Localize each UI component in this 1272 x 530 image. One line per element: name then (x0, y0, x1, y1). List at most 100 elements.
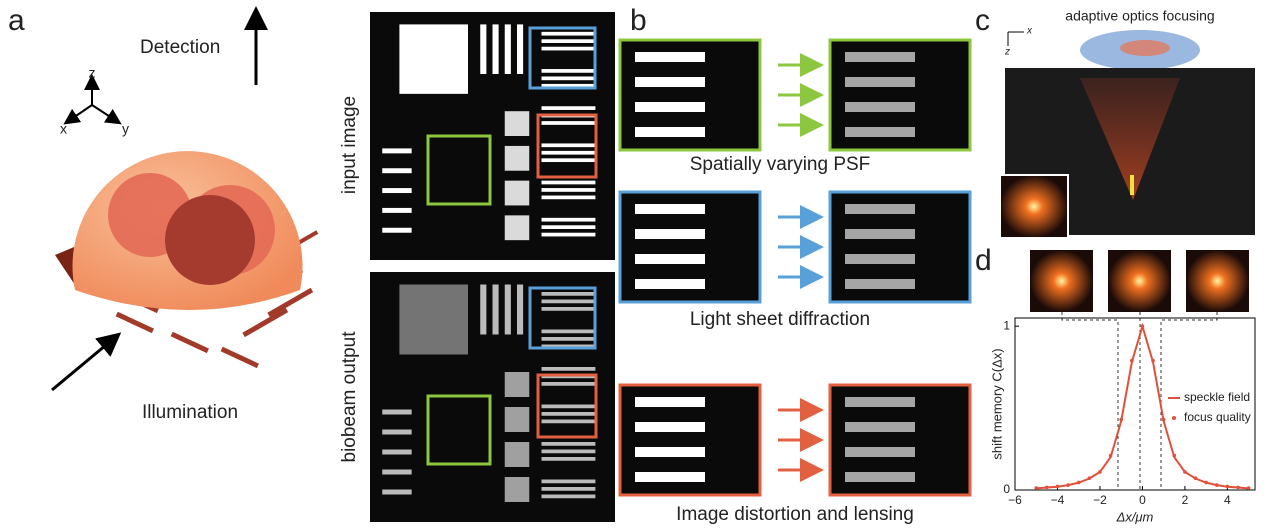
illumination-arrow (51, 332, 122, 392)
pattern (845, 204, 915, 214)
illumination-label: Illumination (142, 402, 238, 423)
inset (999, 174, 1069, 239)
pattern (635, 279, 705, 289)
pattern (541, 367, 596, 371)
pattern (541, 442, 596, 446)
x-axis-label: Δx/μm (1116, 509, 1154, 524)
pattern (541, 76, 596, 81)
pattern (382, 168, 412, 174)
legend-label: speckle field (1184, 390, 1250, 404)
pattern (541, 382, 596, 386)
x-tick-label: −4 (1051, 493, 1065, 507)
pattern (541, 479, 596, 484)
pattern (541, 31, 596, 36)
detection-label: Detection (140, 37, 220, 58)
pattern (382, 449, 412, 455)
inset (1108, 250, 1171, 312)
pattern (504, 372, 530, 397)
dot (1151, 358, 1155, 363)
pattern (541, 46, 596, 51)
y-tick-label: 0 (1003, 482, 1010, 496)
dot (1204, 480, 1208, 485)
pattern (845, 77, 915, 87)
pattern (504, 442, 530, 467)
pattern (845, 254, 915, 264)
dot (1034, 486, 1039, 490)
axis-label: z (89, 65, 96, 81)
panel-label: b (630, 4, 647, 37)
pattern (845, 52, 915, 62)
panel-label: d (975, 244, 992, 277)
pattern (635, 102, 705, 112)
highlight-box (426, 394, 492, 466)
pattern (541, 404, 596, 409)
axes-icon (63, 74, 122, 125)
lens (165, 195, 255, 285)
pattern (541, 307, 596, 311)
dot (1119, 417, 1123, 422)
pattern (480, 284, 487, 335)
dot (1066, 483, 1070, 487)
legend-label: focus quality (1184, 410, 1251, 424)
pattern (541, 39, 596, 43)
pattern (517, 284, 524, 335)
pattern (492, 24, 499, 74)
pattern (541, 344, 596, 349)
line (1036, 322, 1249, 490)
pattern (541, 449, 596, 454)
highlight-box (536, 113, 598, 179)
pattern (504, 145, 530, 171)
caption: Image distortion and lensing (676, 504, 914, 525)
pattern (541, 121, 596, 125)
pattern (541, 494, 596, 499)
panel-label: a (8, 4, 25, 37)
pattern (635, 472, 705, 482)
caption: Light sheet diffraction (690, 309, 870, 330)
pattern (504, 407, 530, 432)
caption: Spatially varying PSF (690, 154, 871, 175)
title: adaptive optics focusing (1065, 8, 1214, 24)
axis-label: y (122, 121, 129, 137)
row-label: input image (339, 96, 360, 194)
dot (1246, 486, 1251, 490)
dot (1140, 324, 1145, 328)
pattern (635, 447, 705, 457)
axis-label: x (60, 121, 67, 137)
pattern (480, 24, 487, 74)
dot (1055, 484, 1060, 489)
dot (1236, 485, 1240, 490)
pattern (541, 487, 596, 491)
dot (1214, 483, 1219, 487)
pattern (504, 24, 511, 74)
plot-frame (1014, 317, 1256, 491)
dot (1130, 358, 1134, 363)
x-tick-label: 4 (1224, 493, 1231, 507)
pattern (541, 217, 596, 222)
pattern (382, 429, 412, 435)
inset (1030, 250, 1093, 312)
pattern (635, 204, 705, 214)
pattern (541, 457, 596, 461)
pattern (635, 254, 705, 264)
dot (1172, 453, 1177, 458)
pattern (845, 102, 915, 112)
highlight-box (536, 373, 598, 439)
pattern (541, 150, 596, 155)
pattern (541, 158, 596, 163)
pattern (382, 188, 412, 194)
panel-label: c (975, 4, 990, 37)
pattern (492, 284, 499, 335)
pattern (541, 188, 596, 192)
pattern (541, 232, 596, 237)
y-tick-label: 1 (1003, 318, 1010, 332)
pattern (845, 422, 915, 432)
pattern (541, 337, 596, 341)
pattern (382, 489, 412, 495)
axis-label: x (1026, 26, 1033, 37)
legend-key (1172, 416, 1176, 420)
pattern (382, 227, 412, 233)
dot (1087, 476, 1092, 481)
pattern (504, 180, 530, 206)
highlight-box (528, 286, 597, 350)
